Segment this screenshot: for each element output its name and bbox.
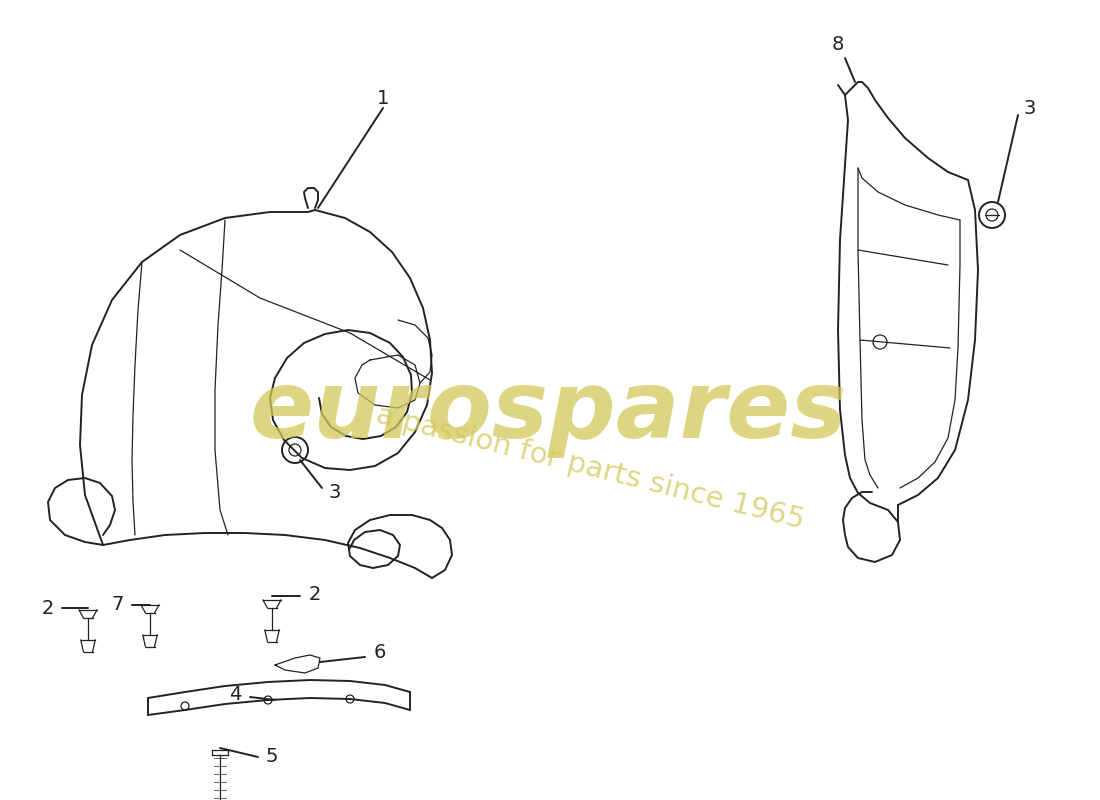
Text: 4: 4: [229, 686, 241, 705]
Text: 6: 6: [374, 643, 386, 662]
Text: eurospares: eurospares: [250, 366, 847, 458]
Text: 3: 3: [329, 482, 341, 502]
Text: 3: 3: [1024, 98, 1036, 118]
Text: 5: 5: [266, 747, 278, 766]
Text: a passion for parts since 1965: a passion for parts since 1965: [373, 401, 807, 535]
Text: 2: 2: [42, 598, 54, 618]
Text: 2: 2: [309, 586, 321, 605]
Text: 8: 8: [832, 35, 844, 54]
Text: 1: 1: [377, 89, 389, 107]
Text: 7: 7: [112, 595, 124, 614]
